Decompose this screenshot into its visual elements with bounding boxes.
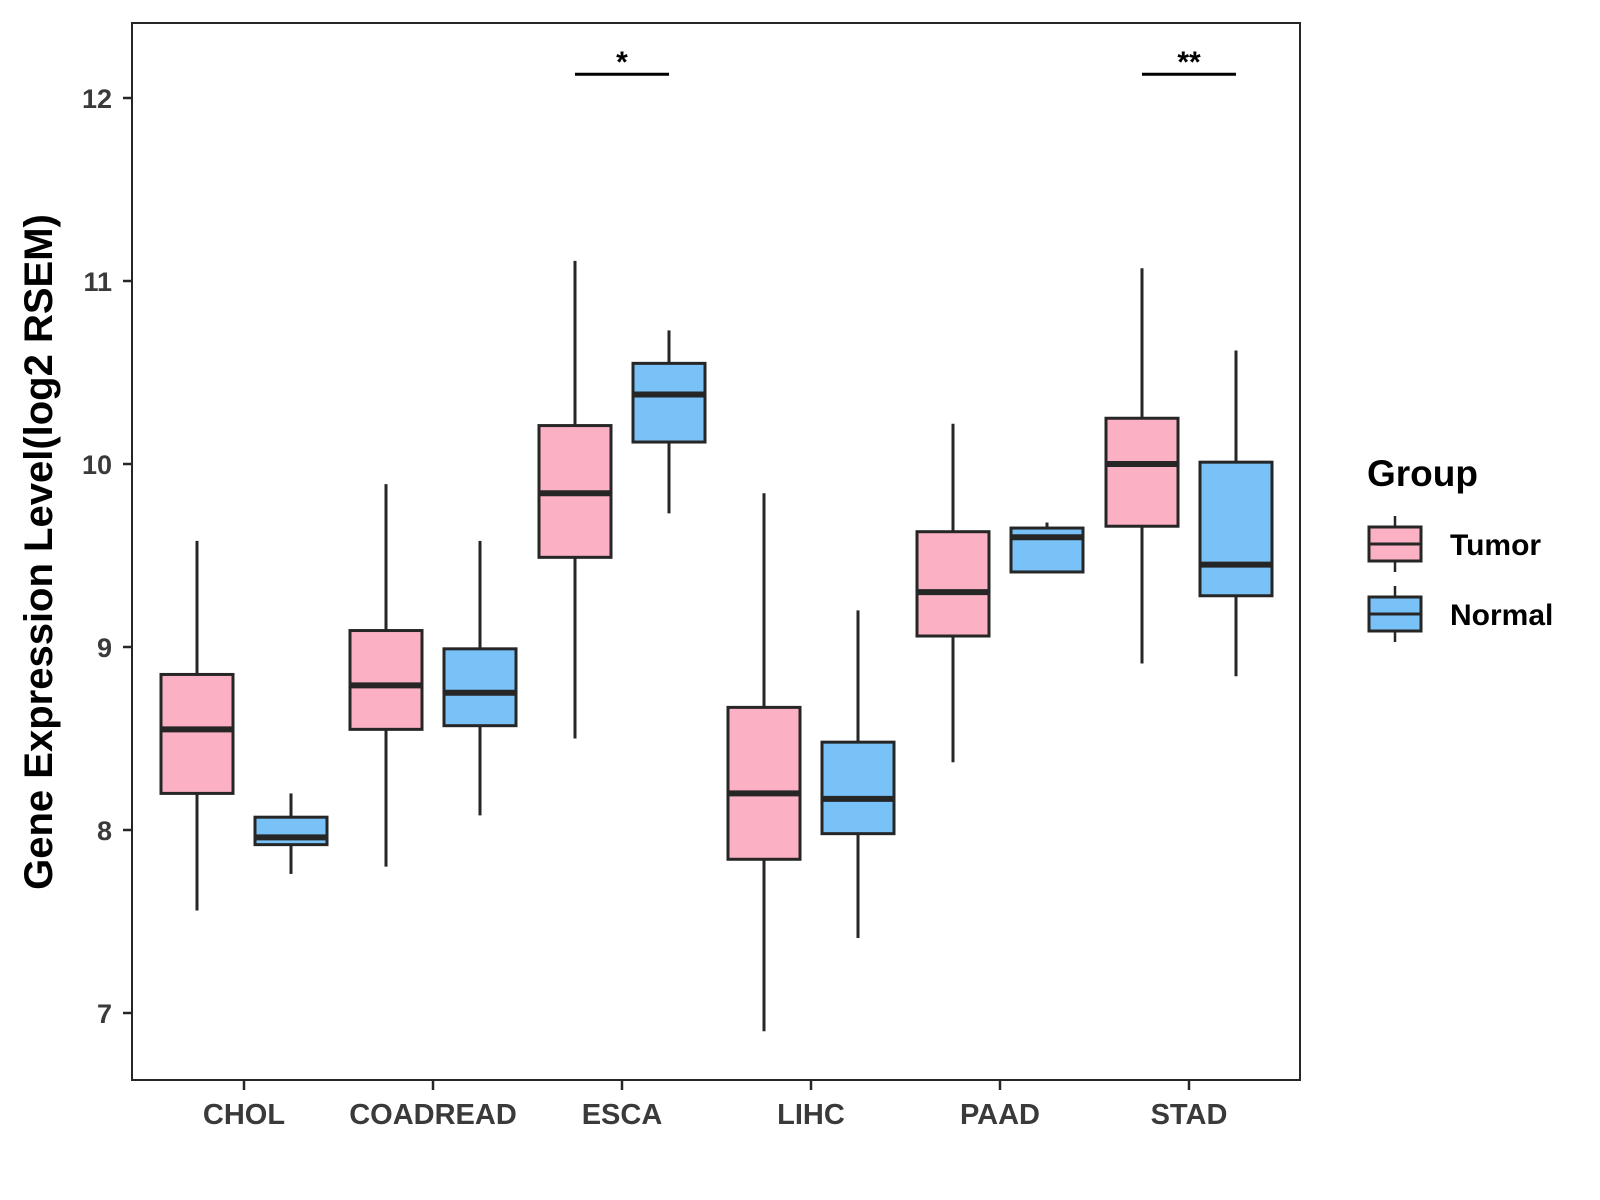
box-chol-tumor xyxy=(159,540,235,911)
y-axis-title: Gene Expression Level(log2 RSEM) xyxy=(17,214,61,890)
box-body-coadread-tumor xyxy=(348,629,424,731)
box-coadread-normal xyxy=(442,540,518,816)
box-body-stad-normal xyxy=(1198,460,1274,598)
panel-border xyxy=(131,22,1301,1081)
x-tick-label-esca: ESCA xyxy=(582,1099,663,1131)
box-paad-normal xyxy=(1009,522,1085,574)
box-stad-normal xyxy=(1198,350,1274,677)
y-axis: 7 8 9 10 11 12 xyxy=(82,84,132,1029)
y-tick-label-9: 9 xyxy=(97,633,112,663)
legend-label-normal: Normal xyxy=(1450,599,1553,632)
y-tick-label-12: 12 xyxy=(82,84,112,114)
y-tick-label-7: 7 xyxy=(97,999,112,1029)
legend-label-tumor: Tumor xyxy=(1450,529,1541,562)
box-body-paad-tumor xyxy=(915,530,991,638)
box-body-lihc-tumor xyxy=(726,705,802,861)
box-body-stad-tumor xyxy=(1104,416,1180,528)
y-tick-label-8: 8 xyxy=(97,816,112,846)
sig-label-esca: * xyxy=(616,46,628,79)
sig-label-stad: ** xyxy=(1177,46,1201,79)
box-lihc-normal xyxy=(820,610,896,938)
plot-panel xyxy=(131,22,1301,1081)
box-esca-tumor xyxy=(537,260,613,739)
x-tick-label-paad: PAAD xyxy=(960,1099,1040,1131)
x-tick-label-lihc: LIHC xyxy=(777,1099,845,1131)
box-lihc-tumor xyxy=(726,493,802,1032)
legend-title: Group xyxy=(1367,453,1478,494)
box-body-esca-normal xyxy=(631,361,707,444)
x-tick-label-coadread: COADREAD xyxy=(349,1099,517,1131)
y-tick-label-10: 10 xyxy=(82,450,112,480)
box-paad-tumor xyxy=(915,423,991,763)
box-body-coadread-normal xyxy=(442,647,518,728)
box-stad-tumor xyxy=(1104,268,1180,664)
boxes xyxy=(159,260,1274,1032)
box-coadread-tumor xyxy=(348,484,424,867)
box-esca-normal xyxy=(631,330,707,514)
x-tick-label-chol: CHOL xyxy=(203,1099,285,1131)
y-tick-label-11: 11 xyxy=(83,267,112,297)
x-axis: CHOL COADREAD ESCA LIHC PAAD STAD xyxy=(203,1080,1227,1131)
x-tick-label-stad: STAD xyxy=(1151,1099,1228,1131)
box-chol-normal xyxy=(253,793,329,874)
legend: Group Tumor Normal xyxy=(1367,453,1553,642)
box-body-chol-tumor xyxy=(159,672,235,795)
significance-annotations: * ** xyxy=(575,46,1236,79)
box-body-lihc-normal xyxy=(820,740,896,836)
box-body-chol-normal xyxy=(253,815,329,847)
